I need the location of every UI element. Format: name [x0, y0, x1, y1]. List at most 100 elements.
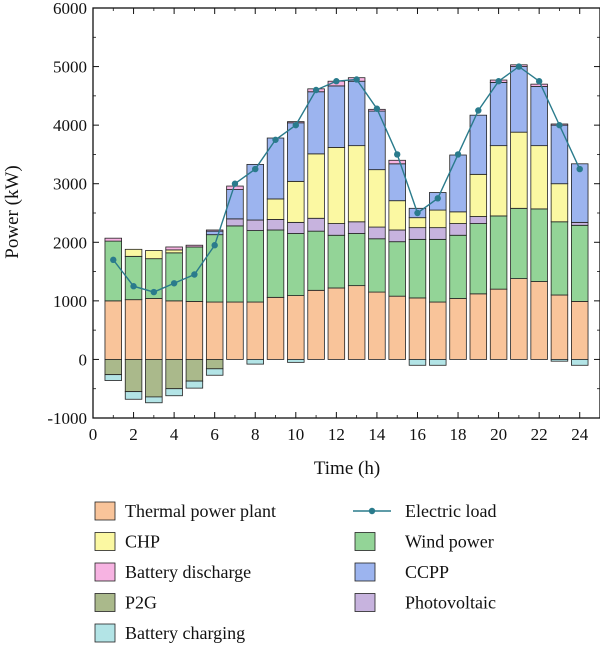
bar-photovoltaic-17: [429, 227, 447, 240]
bar-ccpp-13: [347, 80, 366, 147]
bar-thermal-power-plant-18: [449, 298, 467, 360]
bar-photovoltaic-10: [287, 221, 305, 234]
y-tick-label: 1000: [53, 292, 87, 311]
bar-ccpp-14: [368, 110, 386, 171]
bar-ccpp-6: [205, 230, 224, 236]
bar-photovoltaic-8: [246, 219, 264, 231]
bar-photovoltaic-12: [327, 223, 346, 236]
legend-swatch-chp: [94, 532, 116, 551]
bar-battery-discharge-22: [530, 83, 548, 87]
bar-photovoltaic-15: [388, 229, 406, 243]
bar-battery-charging-23: [550, 359, 569, 362]
electric-load-point-16: [414, 209, 421, 217]
bar-thermal-power-plant-20: [489, 288, 508, 360]
bar-battery-discharge-1: [104, 237, 122, 242]
bar-chp-23: [550, 183, 569, 223]
bar-chp-11: [307, 153, 325, 219]
bar-battery-discharge-6: [205, 229, 224, 232]
x-tick-label: 6: [210, 425, 219, 444]
electric-load-point-23: [556, 121, 563, 129]
legend-label-ccpp: CCPP: [405, 562, 449, 582]
electric-load-point-4: [170, 280, 178, 287]
x-tick-label: 10: [287, 425, 304, 444]
electric-load-point-10: [292, 121, 299, 129]
y-axis-label: Power (kW): [2, 165, 23, 258]
bar-thermal-power-plant-6: [205, 301, 224, 360]
electric-load-point-9: [272, 136, 279, 143]
legend-swatch-thermal-power-plant: [94, 501, 116, 521]
bar-wind-power-24: [571, 224, 589, 302]
bar-wind-power-9: [266, 229, 285, 298]
bar-wind-power-8: [246, 230, 264, 303]
electric-load-line: [112, 65, 581, 293]
bar-wind-power-16: [408, 238, 427, 299]
legend-marker-electric-load: [368, 507, 376, 515]
bar-thermal-power-plant-17: [429, 301, 447, 360]
bar-wind-power-19: [469, 223, 488, 295]
bar-thermal-power-plant-11: [307, 289, 325, 360]
bar-battery-charging-3: [145, 396, 163, 404]
legend-swatch-photovoltaic: [354, 593, 376, 612]
bar-thermal-power-plant-22: [530, 281, 548, 360]
bar-chp-16: [408, 217, 427, 229]
legend-swatch-battery-discharge: [94, 562, 116, 582]
bar-wind-power-17: [429, 238, 447, 303]
bar-thermal-power-plant-1: [104, 300, 122, 360]
electric-load-point-3: [150, 288, 158, 296]
legend-swatch-p2g: [94, 593, 116, 612]
bar-battery-charging-2: [124, 391, 143, 400]
legend-label-battery-charging: Battery charging: [125, 623, 245, 643]
bar-thermal-power-plant-9: [266, 296, 285, 360]
bar-chp-14: [368, 169, 386, 228]
bar-p2g-6: [205, 359, 224, 370]
bar-photovoltaic-11: [307, 217, 325, 232]
bar-p2g-1: [104, 359, 122, 376]
legend-label-photovoltaic: Photovoltaic: [405, 593, 496, 613]
bar-thermal-power-plant-24: [571, 301, 589, 360]
x-tick-label: 0: [89, 425, 98, 444]
bar-chp-22: [530, 145, 548, 210]
bar-p2g-3: [145, 359, 163, 398]
y-tick-label: 6000: [53, 0, 87, 18]
x-tick-label: 22: [531, 425, 548, 444]
legend-label-thermal-power-plant: Thermal power plant: [125, 501, 276, 521]
legend-swatch-wind-power: [354, 532, 376, 551]
bar-chp-15: [388, 200, 406, 231]
bar-thermal-power-plant-12: [327, 287, 346, 360]
bar-chp-20: [489, 145, 508, 217]
bar-ccpp-24: [571, 163, 589, 223]
electric-load-point-1: [110, 256, 117, 264]
bar-ccpp-23: [550, 124, 569, 185]
bar-thermal-power-plant-13: [347, 285, 366, 360]
electric-load-point-6: [211, 242, 218, 249]
bar-wind-power-10: [287, 233, 305, 296]
bar-wind-power-12: [327, 234, 346, 289]
x-tick-label: 20: [490, 425, 507, 444]
bar-chp-21: [510, 131, 528, 209]
bar-ccpp-18: [449, 154, 467, 213]
x-tick-label: 4: [170, 425, 179, 444]
bar-ccpp-8: [246, 163, 264, 221]
bar-ccpp-19: [469, 114, 488, 175]
electric-load-point-24: [576, 165, 583, 173]
bar-photovoltaic-19: [469, 216, 488, 224]
bar-chp-10: [287, 180, 305, 223]
legend-swatch-battery-charging: [94, 623, 116, 643]
y-tick-label: 4000: [53, 116, 87, 135]
bar-battery-charging-17: [429, 359, 447, 366]
bars-layer: [104, 64, 589, 404]
y-tick-label: 0: [79, 350, 88, 369]
bar-chp-19: [469, 173, 488, 217]
electric-load-point-7: [231, 180, 239, 187]
legend-swatch-ccpp: [354, 562, 376, 582]
bar-battery-charging-8: [246, 359, 264, 365]
bar-p2g-2: [124, 359, 143, 393]
bar-p2g-4: [165, 359, 183, 390]
bar-battery-discharge-4: [165, 246, 183, 251]
bar-chp-2: [124, 248, 143, 257]
x-axis-label: Time (h): [314, 458, 380, 479]
bar-wind-power-21: [510, 207, 528, 279]
legend-label-battery-discharge: Battery discharge: [125, 562, 251, 582]
bar-thermal-power-plant-23: [550, 294, 569, 360]
